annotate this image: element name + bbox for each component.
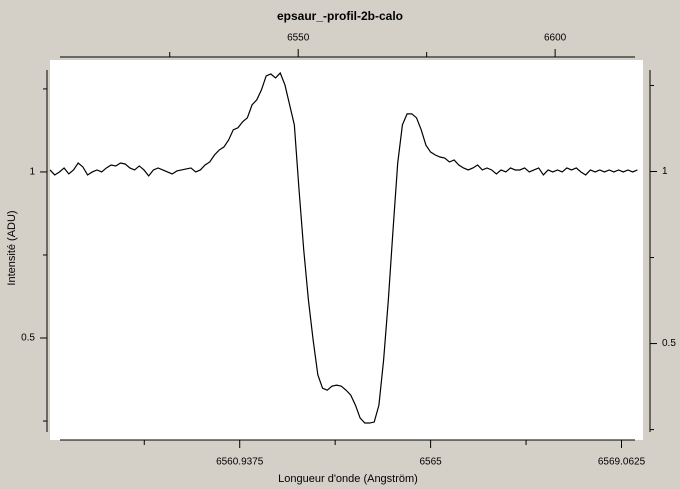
x2-tick-label: 6550 [287,33,310,44]
x-tick-label: 6565 [419,457,442,468]
spectrum-line [49,71,638,424]
chart-title: epsaur_-profil-2b-calo [277,9,403,23]
x-tick-label: 6560.9375 [216,457,264,468]
y2-tick-label: 0.5 [662,338,676,349]
plot-area [50,60,643,440]
y-tick-label: 0.5 [21,333,35,344]
y2-tick-label: 1 [662,166,668,177]
x-tick-label: 6569.0625 [598,457,646,468]
x2-tick-label: 6600 [544,33,567,44]
y-axis-label: Intensité (ADU) [6,210,18,285]
y-tick-label: 1 [29,167,35,178]
x-axis-label: Longueur d'onde (Angström) [278,473,418,485]
